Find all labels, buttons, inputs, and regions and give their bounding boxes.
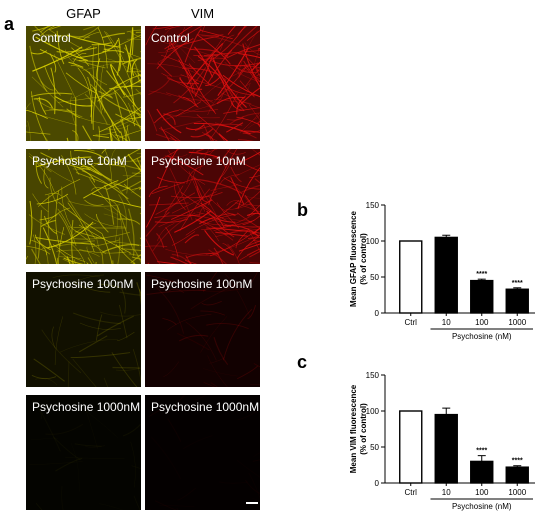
y-tick-label: 100 bbox=[366, 407, 380, 416]
x-group-label: Psychosine (nM) bbox=[452, 502, 512, 511]
micrograph-vim-2: Psychosine 10nM bbox=[145, 149, 260, 264]
y-axis-label: Mean GFAP fluorescence bbox=[349, 211, 358, 307]
bar-100 bbox=[470, 279, 494, 314]
micrograph-gfap-3: Psychosine 100nM bbox=[26, 272, 141, 387]
y-tick-label: 50 bbox=[370, 443, 379, 452]
micrograph-label: Psychosine 1000nM bbox=[151, 400, 260, 414]
micrograph-gfap-2: Psychosine 10nM bbox=[26, 149, 141, 264]
y-tick-label: 50 bbox=[370, 273, 379, 282]
vim-column-header: VIM bbox=[190, 6, 215, 21]
x-tick-label: 1000 bbox=[508, 318, 526, 327]
x-tick-label: Ctrl bbox=[405, 488, 418, 497]
micrograph-gfap-4: Psychosine 1000nM bbox=[26, 395, 141, 510]
bar-100 bbox=[470, 460, 494, 484]
micrograph-vim-1: Control bbox=[145, 26, 260, 141]
y-tick-label: 150 bbox=[366, 371, 380, 380]
x-tick-label: 10 bbox=[442, 488, 451, 497]
micrograph-label: Control bbox=[32, 31, 71, 45]
micrograph-vim-4: Psychosine 1000nM bbox=[145, 395, 260, 510]
micrograph-label: Psychosine 100nM bbox=[151, 277, 253, 291]
significance-marker: **** bbox=[512, 280, 523, 287]
micrograph-label: Psychosine 100nM bbox=[32, 277, 134, 291]
y-tick-label: 150 bbox=[366, 201, 380, 210]
micrograph-label: Psychosine 1000nM bbox=[32, 400, 141, 414]
x-tick-label: 10 bbox=[442, 318, 451, 327]
panel-b-letter: b bbox=[297, 200, 308, 220]
panel-a-letter: a bbox=[4, 14, 15, 34]
x-group-label: Psychosine (nM) bbox=[452, 332, 512, 341]
significance-marker: **** bbox=[476, 271, 487, 278]
y-axis-label: Mean VIM fluorescence bbox=[349, 384, 358, 473]
significance-marker: **** bbox=[512, 458, 523, 465]
micrograph-label: Psychosine 10nM bbox=[32, 154, 127, 168]
vim-bar-chart: 0 50 100 150 Mean VIM fluorescence (% of cont… bbox=[349, 371, 535, 511]
bar-10 bbox=[434, 413, 458, 484]
scale-bar bbox=[246, 502, 258, 504]
x-tick-label: 100 bbox=[475, 318, 489, 327]
y-tick-label: 0 bbox=[375, 479, 380, 488]
x-tick-label: 100 bbox=[475, 488, 489, 497]
x-tick-label: 1000 bbox=[508, 488, 526, 497]
micrograph-vim-3: Psychosine 100nM bbox=[145, 272, 260, 387]
micrograph-gfap-1: Control bbox=[26, 26, 141, 141]
micrograph-label: Psychosine 10nM bbox=[151, 154, 246, 168]
x-tick-label: Ctrl bbox=[405, 318, 418, 327]
micrograph-label: Control bbox=[151, 31, 190, 45]
y-tick-label: 100 bbox=[366, 237, 380, 246]
bar-Ctrl bbox=[399, 410, 423, 484]
gfap-column-header: GFAP bbox=[66, 6, 101, 21]
significance-marker: **** bbox=[476, 448, 487, 455]
bar-1000 bbox=[505, 288, 529, 314]
y-axis-label-units: (% of control) bbox=[359, 403, 368, 455]
bar-Ctrl bbox=[399, 240, 423, 314]
bar-10 bbox=[434, 236, 458, 314]
gfap-bar-chart: 0 50 100 150 Mean GFAP fluorescence (% of con… bbox=[349, 201, 535, 341]
y-tick-label: 0 bbox=[375, 309, 380, 318]
panel-c-letter: c bbox=[297, 352, 308, 372]
bar-1000 bbox=[505, 466, 529, 484]
y-axis-label-units: (% of control) bbox=[359, 233, 368, 285]
